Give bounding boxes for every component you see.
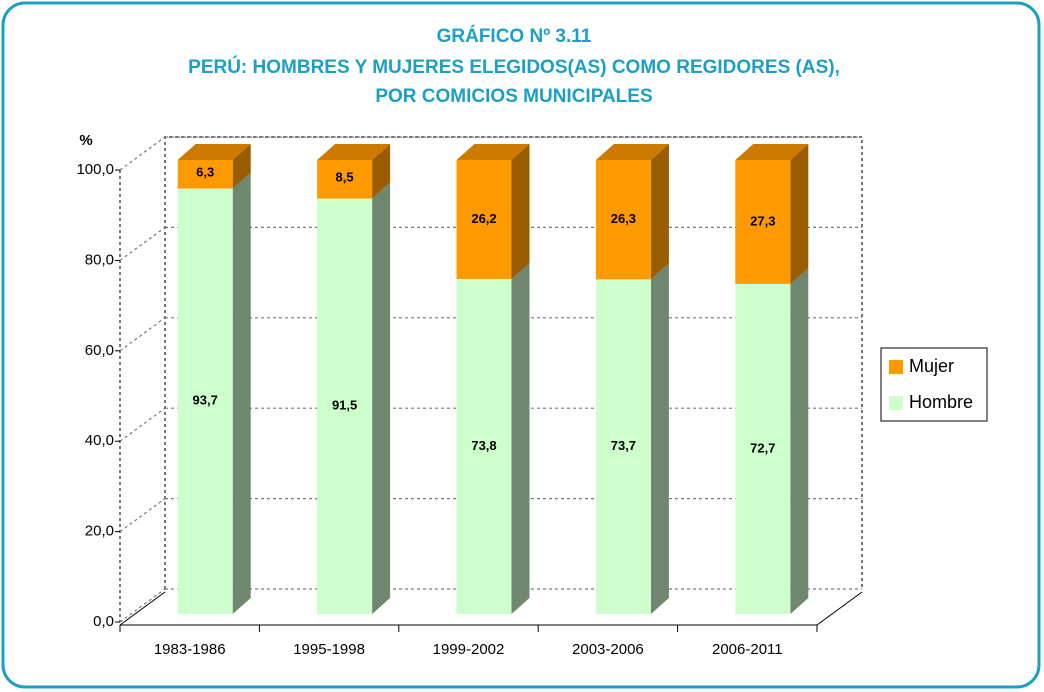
y-tick-label: 80,0 <box>85 251 114 268</box>
value-label: 26,2 <box>471 211 496 226</box>
bar <box>177 188 233 615</box>
bar <box>735 283 791 614</box>
bar-side <box>372 182 391 614</box>
bar-side <box>511 262 530 614</box>
y-axis-label: % <box>79 132 92 149</box>
x-tick-label: 1995-1998 <box>293 641 365 658</box>
bar <box>317 198 373 614</box>
bar <box>317 160 373 199</box>
x-tick-label: 2003-2006 <box>572 641 644 658</box>
bar <box>735 160 791 284</box>
floor-edge <box>119 591 166 626</box>
bar-top <box>317 144 391 160</box>
value-label: 73,8 <box>471 438 496 453</box>
bar <box>456 160 512 279</box>
legend-swatch <box>889 360 903 374</box>
x-tick-label: 1999-2002 <box>433 641 505 658</box>
bar-side <box>650 144 669 280</box>
y-tick-label: 60,0 <box>85 342 114 359</box>
bar <box>595 279 651 614</box>
chart-subtitle: PERÚ: HOMBRES Y MUJERES ELEGIDOS(AS) COM… <box>188 56 840 78</box>
y-tick-label: 100,0 <box>76 161 114 178</box>
chart-title: GRÁFICO Nº 3.11 <box>437 25 592 47</box>
bar-top <box>595 144 669 160</box>
value-label: 27,3 <box>750 213 775 228</box>
chart-subtitle: POR COMICIOS MUNICIPALES <box>375 86 652 107</box>
bar-top <box>456 144 530 160</box>
x-tick-label: 2006-2011 <box>712 641 783 658</box>
x-tick-label: 1983-1986 <box>154 641 226 658</box>
y-tick-label: 40,0 <box>85 432 114 449</box>
bar <box>177 160 233 189</box>
legend-swatch <box>889 396 903 410</box>
value-label: 26,3 <box>611 211 636 226</box>
bar-side <box>232 172 251 615</box>
value-label: 72,7 <box>750 440 775 455</box>
y-tick-label: 20,0 <box>85 523 114 540</box>
bar-side <box>650 263 669 614</box>
value-label: 91,5 <box>332 398 357 413</box>
bar-side <box>511 144 530 279</box>
bar-top <box>735 144 809 160</box>
value-label: 93,7 <box>193 393 218 408</box>
bar-side <box>372 144 391 199</box>
bar-side <box>790 267 809 614</box>
value-label: 8,5 <box>336 170 354 185</box>
legend-label: Mujer <box>909 356 954 376</box>
y-tick-label: 0,0 <box>93 613 114 630</box>
bar-side <box>232 144 251 189</box>
bar <box>456 278 512 614</box>
legend-label: Hombre <box>909 392 973 412</box>
value-label: 73,7 <box>611 438 636 453</box>
bar-top <box>177 144 251 160</box>
bar <box>595 160 651 280</box>
value-label: 6,3 <box>196 165 214 180</box>
bar-side <box>790 144 809 284</box>
